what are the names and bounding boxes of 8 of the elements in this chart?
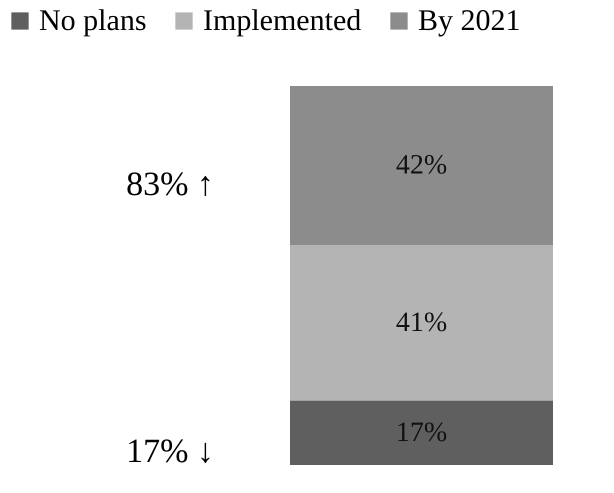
text: 17% ↓: [126, 433, 214, 470]
text: 83% ↑: [126, 166, 214, 203]
legend-label: By 2021: [418, 4, 521, 37]
data-label: 17%: [396, 416, 448, 448]
data-label: 41%: [396, 306, 448, 338]
legend-label: No plans: [39, 4, 146, 37]
legend-label: Implemented: [203, 4, 362, 37]
data-label: 42%: [396, 150, 448, 181]
